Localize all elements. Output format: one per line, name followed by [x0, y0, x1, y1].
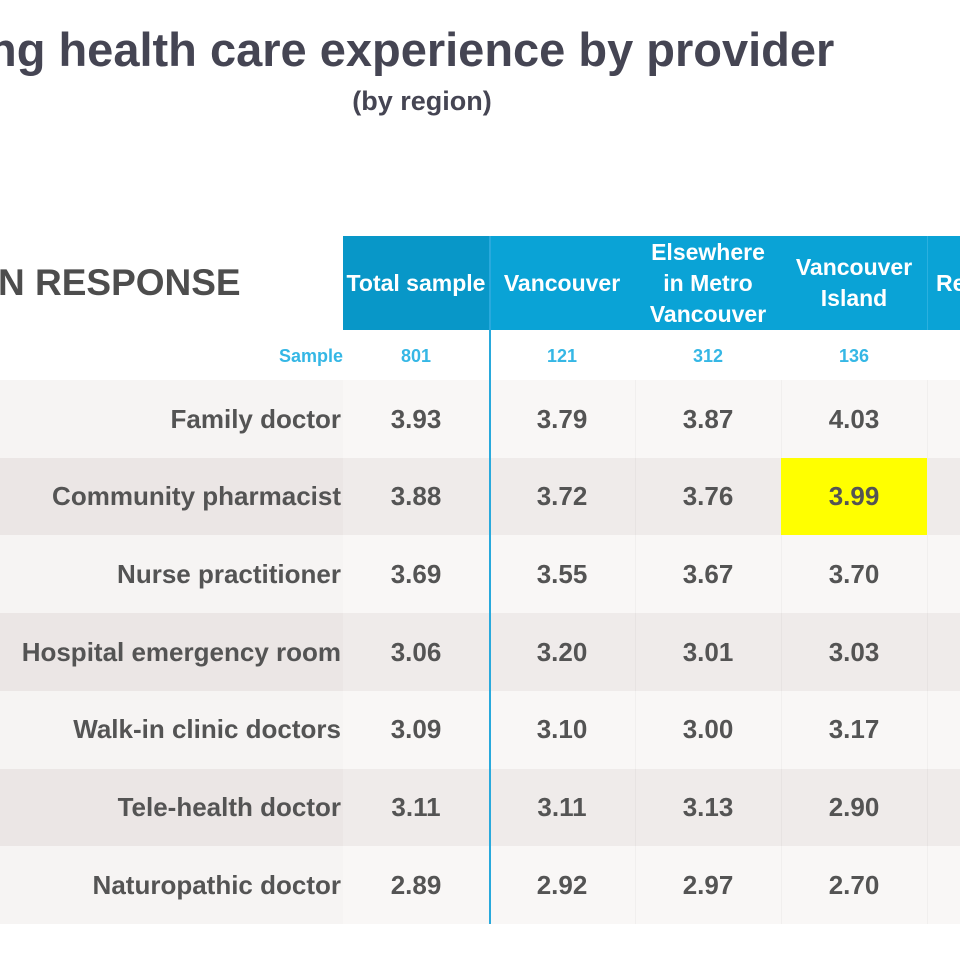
- row-label: Nurse practitioner: [117, 558, 341, 589]
- value-cell: 3.76: [635, 458, 782, 536]
- value-cell: 3.79: [489, 380, 636, 458]
- label-cell-bg: [0, 380, 343, 458]
- label-cell-bg: [0, 690, 343, 769]
- sample-label: Sample: [278, 346, 343, 366]
- label-cell-bg: [0, 846, 343, 925]
- column-divider: [489, 236, 491, 924]
- value-cell: 3.10: [489, 691, 636, 769]
- value-cell: 3.55: [489, 535, 636, 613]
- table-row: Community pharmacist 3.88 3.72 3.76 3.99: [0, 457, 960, 536]
- value-cell: 3.09: [343, 691, 490, 769]
- table-row: Naturopathic doctor 2.89 2.92 2.97 2.70: [0, 846, 960, 925]
- value-cell: 3.69: [343, 535, 490, 613]
- value-cell: 2.70: [781, 846, 928, 924]
- row-label: Hospital emergency room: [21, 636, 341, 667]
- value-cell: 3.17: [781, 691, 928, 769]
- slide-title: ng health care experience by provider: [0, 23, 835, 76]
- table-row: Tele-health doctor 3.11 3.11 3.13 2.90: [0, 768, 960, 847]
- value-cell: 3.87: [635, 380, 782, 458]
- row-label: Walk-in clinic doctors: [73, 714, 341, 745]
- value-cell: 3.99: [781, 457, 927, 536]
- label-cell-bg: [0, 613, 343, 692]
- value-cell: 3.70: [781, 535, 928, 613]
- column-header-cut-off: Re: [927, 236, 960, 330]
- table-row: Family doctor 3.93 3.79 3.87 4.03: [0, 380, 960, 458]
- value-cell: 2.89: [343, 846, 490, 924]
- sample-count: 801: [400, 346, 432, 366]
- slide-subtitle: (by region): [352, 86, 492, 116]
- value-cell: 2.97: [635, 846, 782, 924]
- row-label: Community pharmacist: [52, 481, 341, 512]
- value-cell: 3.67: [635, 535, 782, 613]
- value-cell: 3.13: [635, 769, 782, 847]
- value-cell: 3.01: [635, 613, 782, 691]
- value-cell: 3.00: [635, 691, 782, 769]
- label-cell-bg: [0, 457, 343, 536]
- value-cell: 3.20: [489, 613, 636, 691]
- row-label: Naturopathic doctor: [92, 869, 341, 900]
- column-header-elsewhere-metro: Elsewhere in Metro Vancouver: [635, 236, 781, 330]
- value-cell: 3.03: [781, 613, 928, 691]
- value-cell: 2.90: [781, 769, 928, 847]
- column-header-vancouver-island: Vancouver Island: [781, 236, 927, 330]
- value-cell: 4.03: [781, 380, 928, 458]
- table-row: Walk-in clinic doctors 3.09 3.10 3.00 3.17: [0, 690, 960, 769]
- table-row: Nurse practitioner 3.69 3.55 3.67 3.70: [0, 535, 960, 614]
- value-cell: 2.92: [489, 846, 636, 924]
- value-cell: 3.11: [489, 769, 636, 847]
- value-cell: 3.06: [343, 613, 490, 691]
- label-cell-bg: [0, 768, 343, 847]
- sample-count: 312: [692, 346, 724, 366]
- column-header-total-sample: Total sample: [343, 236, 489, 330]
- label-cell-bg: [0, 535, 343, 614]
- sample-count: 121: [546, 346, 578, 366]
- column-header-vancouver: Vancouver: [489, 236, 635, 330]
- value-cell: 3.88: [343, 458, 490, 536]
- value-cell: 3.93: [343, 380, 490, 458]
- table-row: Hospital emergency room 3.06 3.20 3.01 3.03: [0, 613, 960, 692]
- value-cell: 3.11: [343, 769, 490, 847]
- value-cell: 3.72: [489, 458, 636, 536]
- row-label: Family doctor: [170, 403, 341, 434]
- row-label: Tele-health doctor: [117, 792, 341, 822]
- section-label: N RESPONSE: [0, 262, 241, 303]
- sample-count: 136: [838, 346, 870, 366]
